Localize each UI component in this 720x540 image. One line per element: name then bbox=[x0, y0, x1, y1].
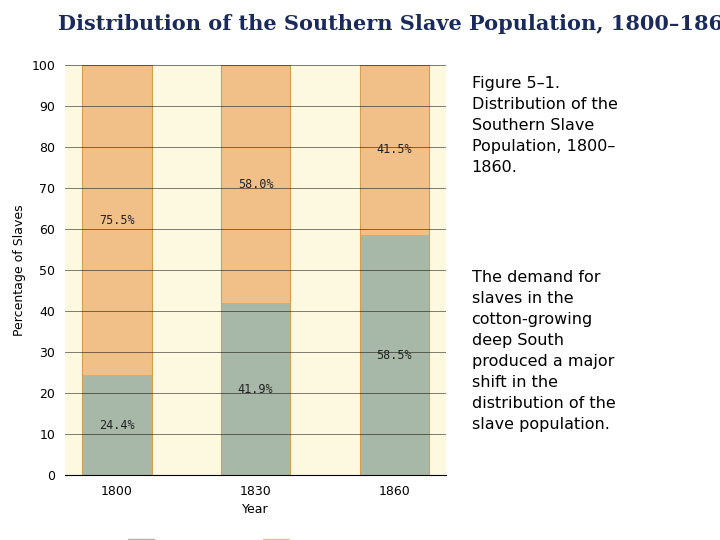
Y-axis label: Percentage of Slaves: Percentage of Slaves bbox=[13, 204, 26, 336]
Text: 24.4%: 24.4% bbox=[99, 418, 135, 431]
Text: 41.5%: 41.5% bbox=[377, 144, 412, 157]
Legend: Deep South, Upper South: Deep South, Upper South bbox=[122, 534, 389, 540]
Bar bbox=[82, 65, 151, 475]
Text: 41.9%: 41.9% bbox=[238, 383, 274, 396]
Bar bbox=[82, 375, 151, 475]
Bar bbox=[360, 235, 429, 475]
Bar bbox=[82, 65, 151, 375]
Text: The demand for
slaves in the
cotton-growing
deep South
produced a major
shift in: The demand for slaves in the cotton-grow… bbox=[472, 270, 616, 432]
Text: 58.5%: 58.5% bbox=[377, 349, 412, 362]
Text: Figure 5–1.
Distribution of the
Southern Slave
Population, 1800–
1860.: Figure 5–1. Distribution of the Southern… bbox=[472, 76, 618, 174]
Bar bbox=[221, 65, 290, 303]
Text: 75.5%: 75.5% bbox=[99, 214, 135, 227]
Bar bbox=[221, 303, 290, 475]
Bar bbox=[360, 65, 429, 235]
Bar bbox=[360, 65, 429, 475]
Text: Distribution of the Southern Slave Population, 1800–1860.: Distribution of the Southern Slave Popul… bbox=[58, 14, 720, 33]
Bar bbox=[221, 65, 290, 475]
Text: 58.0%: 58.0% bbox=[238, 178, 274, 191]
X-axis label: Year: Year bbox=[243, 503, 269, 516]
